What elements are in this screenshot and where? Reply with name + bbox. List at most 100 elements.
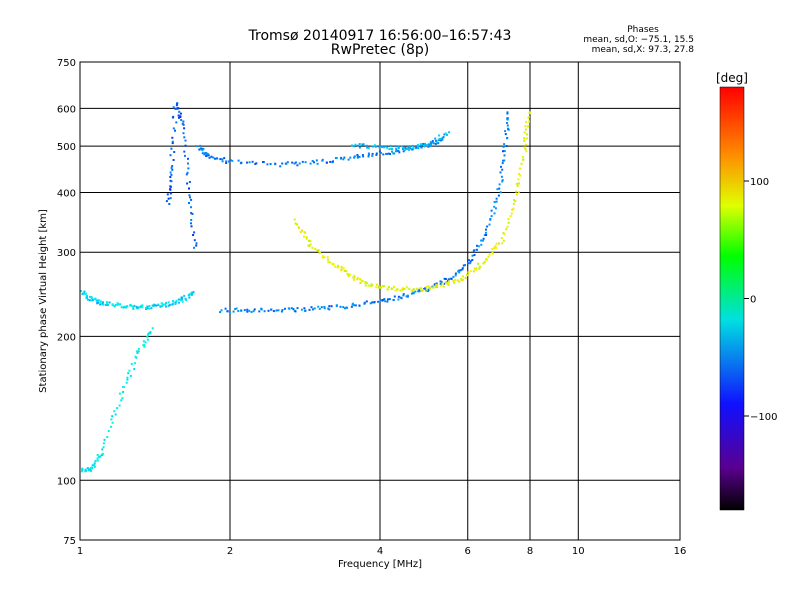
- data-point: [315, 159, 318, 162]
- data-point: [226, 310, 229, 313]
- data-point: [471, 254, 474, 257]
- data-point: [365, 144, 368, 147]
- phase-stats-x: mean, sd,X: 97.3, 27.8: [592, 45, 695, 55]
- data-point: [488, 223, 491, 226]
- data-point: [383, 146, 386, 149]
- data-point: [404, 148, 407, 151]
- data-point: [232, 310, 235, 313]
- data-point: [517, 182, 520, 185]
- data-point: [438, 134, 441, 137]
- data-point: [93, 464, 96, 467]
- data-point: [188, 194, 191, 197]
- data-point: [167, 197, 170, 200]
- data-point: [250, 311, 253, 313]
- data-point: [178, 301, 180, 304]
- data-point: [390, 288, 393, 291]
- data-point: [493, 201, 496, 203]
- data-point: [220, 309, 223, 312]
- data-point: [291, 161, 294, 164]
- data-point: [195, 244, 198, 247]
- data-point: [447, 278, 450, 281]
- data-point: [447, 281, 450, 284]
- data-point: [299, 231, 302, 233]
- data-point: [343, 269, 346, 272]
- data-point: [392, 299, 395, 301]
- data-point: [190, 293, 193, 296]
- data-point: [371, 301, 374, 304]
- data-point: [308, 244, 311, 247]
- data-point: [384, 300, 387, 303]
- data-point: [169, 171, 172, 174]
- data-point: [248, 161, 251, 164]
- data-point: [94, 460, 97, 462]
- data-point: [440, 280, 443, 283]
- data-point: [460, 279, 463, 281]
- data-point: [427, 145, 429, 148]
- data-point: [243, 309, 246, 312]
- data-point: [228, 311, 231, 313]
- data-point: [122, 386, 125, 388]
- x-tick-label: 1: [77, 546, 83, 557]
- data-point: [279, 165, 282, 168]
- data-point: [133, 304, 136, 307]
- data-point: [128, 369, 131, 372]
- data-point: [188, 187, 190, 190]
- data-point: [339, 157, 342, 160]
- data-point: [424, 142, 426, 145]
- data-point: [514, 200, 517, 203]
- data-point: [500, 175, 503, 178]
- chart-title: Tromsø 20140917 16:56:00–16:57:43: [248, 28, 512, 44]
- data-point: [377, 300, 379, 303]
- data-point: [505, 228, 508, 231]
- data-point: [133, 362, 136, 365]
- data-point: [506, 137, 509, 139]
- data-point: [356, 276, 359, 279]
- data-point: [120, 399, 123, 402]
- data-point: [469, 262, 472, 265]
- data-point: [402, 294, 405, 297]
- data-point: [318, 307, 321, 310]
- data-point: [477, 245, 480, 248]
- data-point: [416, 287, 419, 290]
- data-point: [512, 207, 515, 210]
- data-point: [361, 143, 364, 146]
- data-point: [165, 200, 168, 203]
- data-point: [518, 167, 521, 170]
- data-point: [108, 301, 111, 304]
- data-point: [101, 452, 104, 455]
- data-point: [363, 302, 366, 305]
- data-point: [434, 285, 437, 288]
- data-point: [379, 152, 382, 154]
- data-point: [506, 122, 508, 124]
- data-point: [168, 203, 171, 205]
- data-point: [443, 277, 446, 280]
- data-point: [304, 232, 307, 234]
- data-point: [148, 307, 151, 310]
- data-point: [420, 287, 423, 290]
- data-point: [527, 125, 529, 128]
- data-point: [517, 178, 520, 181]
- data-point: [448, 280, 451, 283]
- data-point: [362, 155, 365, 158]
- data-point: [255, 162, 258, 165]
- data-point: [527, 116, 530, 119]
- data-point: [503, 233, 506, 236]
- data-point: [388, 148, 391, 151]
- data-point: [214, 157, 216, 160]
- data-point: [408, 287, 411, 290]
- data-point: [166, 193, 169, 196]
- data-point: [358, 155, 361, 158]
- data-point: [146, 305, 149, 308]
- data-point: [296, 307, 299, 310]
- data-point: [353, 278, 355, 281]
- data-point: [493, 205, 496, 208]
- data-point: [452, 279, 455, 282]
- data-point: [170, 147, 173, 150]
- data-point: [432, 142, 435, 145]
- data-point: [420, 289, 423, 292]
- data-point: [408, 148, 411, 151]
- data-point: [321, 158, 324, 161]
- data-point: [147, 338, 149, 341]
- data-point: [473, 254, 476, 256]
- data-point: [228, 160, 230, 163]
